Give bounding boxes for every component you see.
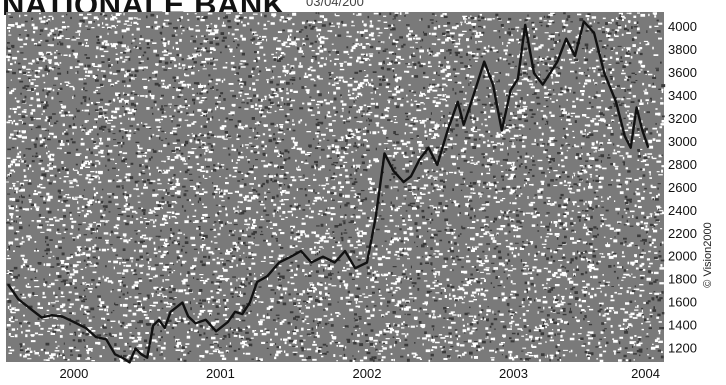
y-tick-label: 2200 <box>668 226 697 241</box>
y-tick-label: 2000 <box>668 249 697 264</box>
y-tick-label: 4000 <box>668 19 697 34</box>
x-tick-label: 2001 <box>206 366 235 381</box>
y-tick-label: 2800 <box>668 157 697 172</box>
y-tick-label: 2600 <box>668 180 697 195</box>
price-line-group <box>7 20 650 364</box>
y-tick-label: 1400 <box>668 318 697 333</box>
y-axis-ticks: 1200 1400 1600 1800 2000 2200 2400 2600 2800 3000… <box>668 19 697 355</box>
y-tick-label: 3200 <box>668 111 697 126</box>
y-tick-label: 3600 <box>668 65 697 80</box>
x-tick-label: 2000 <box>59 366 88 381</box>
y-tick-label: 2400 <box>668 203 697 218</box>
halftone-noise-background <box>6 12 667 363</box>
y-tick-label: 3800 <box>668 42 697 57</box>
y-tick-label: 1800 <box>668 272 697 287</box>
x-tick-label: 2004 <box>631 366 660 381</box>
y-tick-label: 3000 <box>668 134 697 149</box>
y-tick-label: 1600 <box>668 295 697 310</box>
x-tick-label: 2002 <box>353 366 382 381</box>
price-line <box>7 20 650 364</box>
x-tick-label: 2003 <box>499 366 528 381</box>
y-tick-label: 3400 <box>668 88 697 103</box>
date-stamp: 03/04/200 <box>306 0 364 9</box>
y-tick-label: 1200 <box>668 341 697 356</box>
x-axis-ticks: 2000 2001 2002 2003 2004 <box>59 366 660 381</box>
